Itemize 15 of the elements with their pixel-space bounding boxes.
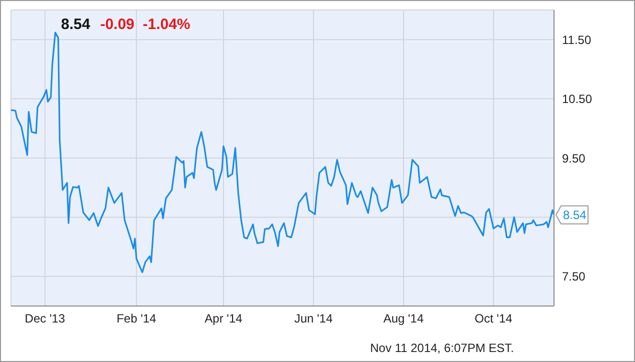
annotation: 8.54 — [563, 208, 587, 222]
x-tick-label: Apr '14 — [204, 312, 243, 326]
y-tick-label: 9.50 — [562, 151, 586, 166]
y-tick-label: 10.50 — [562, 92, 592, 106]
y-tick-label: 11.50 — [562, 32, 592, 47]
x-tick-label: Dec '13 — [24, 312, 66, 326]
x-tick-label: Oct '14 — [474, 312, 513, 326]
chart-title: 8.54 — [61, 16, 90, 32]
chart-subtitle: -0.09 -1.04% — [100, 16, 190, 32]
x-tick-label: Jun '14 — [294, 312, 333, 326]
x-tick-label: Feb '14 — [116, 312, 157, 326]
x-tick-label: Aug '14 — [383, 312, 424, 326]
line-series — [11, 32, 554, 274]
text: Nov 11 2014, 6:07PM EST. — [370, 341, 514, 355]
y-tick-label: 7.50 — [562, 270, 586, 284]
